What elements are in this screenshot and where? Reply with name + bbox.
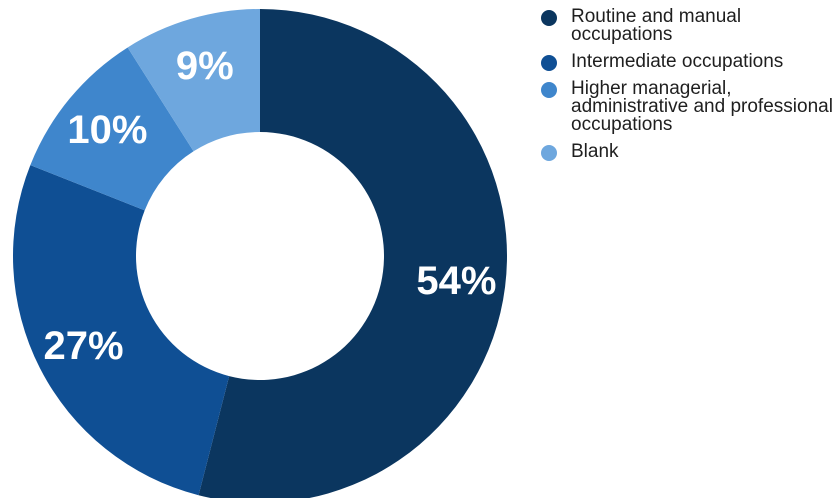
slice-label-higher-managerial: 10% — [67, 108, 147, 152]
legend-swatch-blank — [541, 145, 557, 161]
legend-item-higher: Higher managerial, administrative and pr… — [541, 80, 835, 134]
slice-label-intermediate-occupations: 27% — [44, 324, 124, 368]
legend-item-intermediate: Intermediate occupations — [541, 53, 835, 71]
donut-slices — [13, 9, 507, 498]
legend-label-intermediate: Intermediate occupations — [571, 51, 783, 72]
legend-swatch-intermediate — [541, 55, 557, 71]
legend-item-blank: Blank — [541, 143, 835, 161]
chart-legend: Routine and manual occupations Intermedi… — [541, 8, 835, 170]
legend-swatch-routine — [541, 10, 557, 26]
legend-label-higher: Higher managerial, administrative and pr… — [571, 78, 833, 135]
slice-label-routine-and: 54% — [416, 259, 496, 303]
legend-item-routine: Routine and manual occupations — [541, 8, 835, 44]
legend-label-blank: Blank — [571, 141, 619, 162]
legend-label-routine: Routine and manual occupations — [571, 6, 741, 45]
legend-swatch-higher — [541, 82, 557, 98]
slice-label-blank: 9% — [176, 44, 234, 88]
